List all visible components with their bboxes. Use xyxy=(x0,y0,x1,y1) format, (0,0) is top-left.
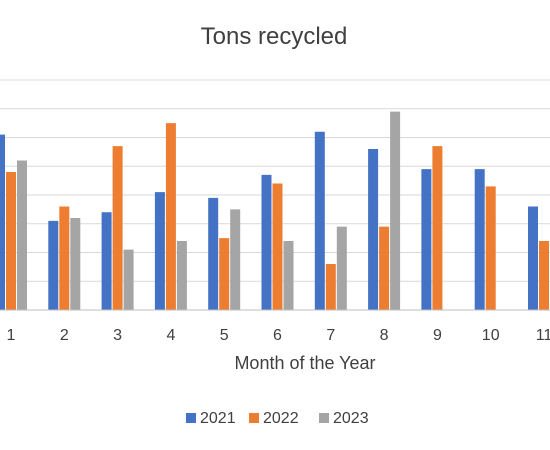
legend: 2021 2022 2023 xyxy=(186,410,369,427)
x-tick-label: 3 xyxy=(113,327,122,344)
bar-2023-month-4 xyxy=(176,241,187,310)
x-tick-label: 10 xyxy=(482,327,500,344)
bar-2023-month-2 xyxy=(70,218,81,310)
bar-2022-month-1 xyxy=(6,172,16,310)
bar-2022-month-3 xyxy=(112,146,123,310)
bar-2021-month-2 xyxy=(48,220,59,310)
x-tick-label: 7 xyxy=(326,327,335,344)
bar-2023-month-6 xyxy=(283,241,294,310)
bar-2023-month-1 xyxy=(17,160,27,310)
bar-2022-month-6 xyxy=(272,183,283,310)
bar-2022-month-9 xyxy=(432,146,443,310)
bars xyxy=(0,111,549,310)
x-tick-label: 1 xyxy=(7,327,16,344)
bar-2022-month-8 xyxy=(379,226,390,310)
bar-2022-month-10 xyxy=(485,186,496,310)
bar-2021-month-4 xyxy=(154,192,165,310)
bar-2021-month-9 xyxy=(421,169,432,310)
legend-label-2023: 2023 xyxy=(333,410,369,427)
x-tick-label: 4 xyxy=(166,327,175,344)
legend-swatch-2021 xyxy=(186,413,196,423)
bar-2022-month-5 xyxy=(219,238,230,310)
bar-2023-month-5 xyxy=(230,209,241,310)
x-tick-label: 8 xyxy=(380,327,389,344)
x-tick-label: 2 xyxy=(60,327,69,344)
x-tick-label: 9 xyxy=(433,327,442,344)
bar-2021-month-10 xyxy=(474,169,485,310)
x-tick-labels: 1 2 3 4 5 6 7 8 9 10 11 xyxy=(7,327,550,344)
bar-2022-month-2 xyxy=(59,206,70,310)
bar-2023-month-7 xyxy=(336,226,347,310)
legend-label-2022: 2022 xyxy=(263,410,299,427)
bar-2021-month-7 xyxy=(314,131,325,310)
x-tick-label: 6 xyxy=(273,327,282,344)
bar-2021-month-8 xyxy=(368,149,379,310)
bar-2023-month-8 xyxy=(390,111,401,310)
bar-2021-month-6 xyxy=(261,174,272,310)
bar-2021-month-5 xyxy=(208,197,219,310)
bar-2022-month-7 xyxy=(325,264,336,310)
bar-2022-month-11 xyxy=(539,241,549,310)
chart-title: Tons recycled xyxy=(201,23,348,50)
bar-2021-month-1 xyxy=(0,134,5,310)
x-tick-label: 11 xyxy=(536,327,550,344)
bar-2021-month-11 xyxy=(528,206,538,310)
bar-2022-month-4 xyxy=(165,123,176,310)
legend-label-2021: 2021 xyxy=(200,410,236,427)
bar-2023-month-3 xyxy=(123,249,134,310)
x-axis-title: Month of the Year xyxy=(234,353,375,373)
legend-swatch-2023 xyxy=(319,413,329,423)
legend-swatch-2022 xyxy=(249,413,259,423)
x-tick-label: 5 xyxy=(220,327,229,344)
bar-2021-month-3 xyxy=(101,212,112,310)
